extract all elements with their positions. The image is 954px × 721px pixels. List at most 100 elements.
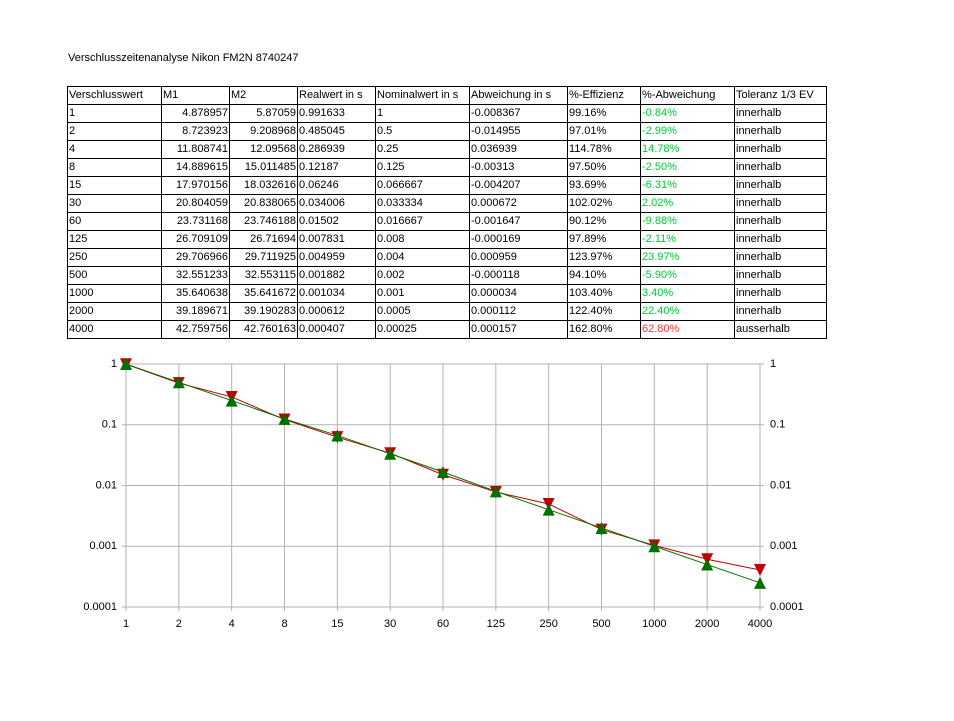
table-cell: 5.87059	[229, 104, 298, 123]
header-cell: %-Abweichung	[640, 86, 735, 105]
table-row: 2000 39.189671 39.190283 0.000612 0.0005 0.00…	[67, 302, 827, 321]
table-cell: -0.00313	[469, 158, 568, 177]
table-cell: 8.723923	[161, 122, 230, 141]
header-row: Verschlusswert M1 M2 Realwert in s Nominalwe…	[67, 86, 827, 105]
table-cell: innerhalb	[734, 194, 827, 213]
table-row: 4 11.808741 12.09568 0.286939 0.25 0.036939 11…	[67, 140, 827, 159]
x-tick-label: 500	[592, 618, 610, 630]
data-marker	[278, 412, 291, 425]
table-cell: 22.40%	[640, 302, 735, 321]
table-row: 2 8.723923 9.208968 0.485045 0.5 -0.014955 97.…	[67, 122, 827, 141]
table-row: 1000 35.640638 35.641672 0.001034 0.001 0.000…	[67, 284, 827, 303]
header-cell: Toleranz 1/3 EV	[734, 86, 827, 105]
table-cell: 23.97%	[640, 248, 735, 267]
table-cell: 1000	[67, 284, 162, 303]
table-cell: -2.11%	[640, 230, 735, 249]
table-cell: 62.80%	[640, 320, 735, 339]
table-cell: innerhalb	[734, 158, 827, 177]
data-marker	[648, 540, 661, 553]
x-tick-label: 2000	[695, 618, 719, 630]
table-cell: innerhalb	[734, 140, 827, 159]
table-cell: 4000	[67, 320, 162, 339]
data-marker	[595, 521, 608, 534]
y2-tick-label: 1	[770, 358, 776, 370]
table-cell: innerhalb	[734, 248, 827, 267]
table-cell: 99.16%	[567, 104, 641, 123]
table-cell: 17.970156	[161, 176, 230, 195]
table-row: 4000 42.759756 42.760163 0.000407 0.00025 0.0…	[67, 320, 827, 339]
header-cell: Abweichung in s	[469, 86, 568, 105]
data-table: Verschlusswert M1 M2 Realwert in s Nominalwe…	[67, 86, 827, 339]
y2-tick-label: 0.01	[770, 479, 791, 491]
table-cell: 0.008	[375, 230, 470, 249]
data-marker	[225, 394, 238, 407]
table-cell: 122.40%	[567, 302, 641, 321]
x-tick-label: 15	[331, 618, 343, 630]
table-cell: 26.71694	[229, 230, 298, 249]
table-row: 250 29.706966 29.711925 0.004959 0.004 0.0009…	[67, 248, 827, 267]
y-tick-label: 1	[111, 358, 117, 370]
y2-tick-label: 0.0001	[770, 601, 804, 613]
data-marker	[489, 485, 502, 498]
x-tick-label: 30	[384, 618, 396, 630]
table-cell: -6.31%	[640, 176, 735, 195]
x-tick-label: 4	[229, 618, 235, 630]
y-tick-label: 0.1	[102, 419, 117, 431]
x-tick-label: 125	[487, 618, 505, 630]
table-cell: 32.551233	[161, 266, 230, 285]
table-cell: 123.97%	[567, 248, 641, 267]
table-row: 125 26.709109 26.71694 0.007831 0.008 -0.0001…	[67, 230, 827, 249]
table-cell: -0.004207	[469, 176, 568, 195]
table-cell: 0.000034	[469, 284, 568, 303]
table-cell: 94.10%	[567, 266, 641, 285]
table-cell: 0.033334	[375, 194, 470, 213]
header-cell: M1	[161, 86, 230, 105]
table-cell: 0.00025	[375, 320, 470, 339]
data-marker	[120, 358, 132, 370]
sheet-title: Verschlusszeitenanalyse Nikon FM2N 87402…	[68, 52, 299, 64]
data-marker	[437, 466, 449, 479]
data-marker	[172, 376, 185, 389]
table-cell: 35.641672	[229, 284, 298, 303]
table-cell: innerhalb	[734, 122, 827, 141]
x-tick-label: 4000	[748, 618, 772, 630]
y-tick-label: 0.0001	[83, 601, 117, 613]
data-marker	[754, 576, 766, 589]
table-cell: 0.485045	[297, 122, 376, 141]
table-cell: 103.40%	[567, 284, 641, 303]
table-cell: 0.000959	[469, 248, 568, 267]
y2-tick-label: 0.1	[770, 419, 785, 431]
data-marker	[384, 447, 397, 460]
table-cell: 0.0005	[375, 302, 470, 321]
table-cell: 114.78%	[567, 140, 641, 159]
table-cell: 162.80%	[567, 320, 641, 339]
table-cell: 23.731168	[161, 212, 230, 231]
table-cell: 0.036939	[469, 140, 568, 159]
table-cell: 0.016667	[375, 212, 470, 231]
table-cell: 0.000407	[297, 320, 376, 339]
table-cell: 23.746188	[229, 212, 298, 231]
table-cell: 20.804059	[161, 194, 230, 213]
x-tick-label: 2	[176, 618, 182, 630]
table-cell: 0.004	[375, 248, 470, 267]
x-tick-label: 8	[281, 618, 287, 630]
x-tick-label: 250	[539, 618, 557, 630]
table-cell: ausserhalb	[734, 320, 827, 339]
table-cell: 0.001882	[297, 266, 376, 285]
data-marker	[701, 558, 714, 571]
x-tick-label: 1	[123, 618, 129, 630]
y-tick-label: 0.001	[89, 540, 117, 552]
data-marker	[754, 563, 766, 576]
data-marker	[542, 503, 555, 516]
table-cell: 93.69%	[567, 176, 641, 195]
table-cell: 3.40%	[640, 284, 735, 303]
table-cell: 0.000157	[469, 320, 568, 339]
table-cell: 39.189671	[161, 302, 230, 321]
table-cell: -0.008367	[469, 104, 568, 123]
table-cell: 97.01%	[567, 122, 641, 141]
x-tick-label: 1000	[642, 618, 666, 630]
data-marker	[331, 429, 344, 442]
table-cell: 42.760163	[229, 320, 298, 339]
